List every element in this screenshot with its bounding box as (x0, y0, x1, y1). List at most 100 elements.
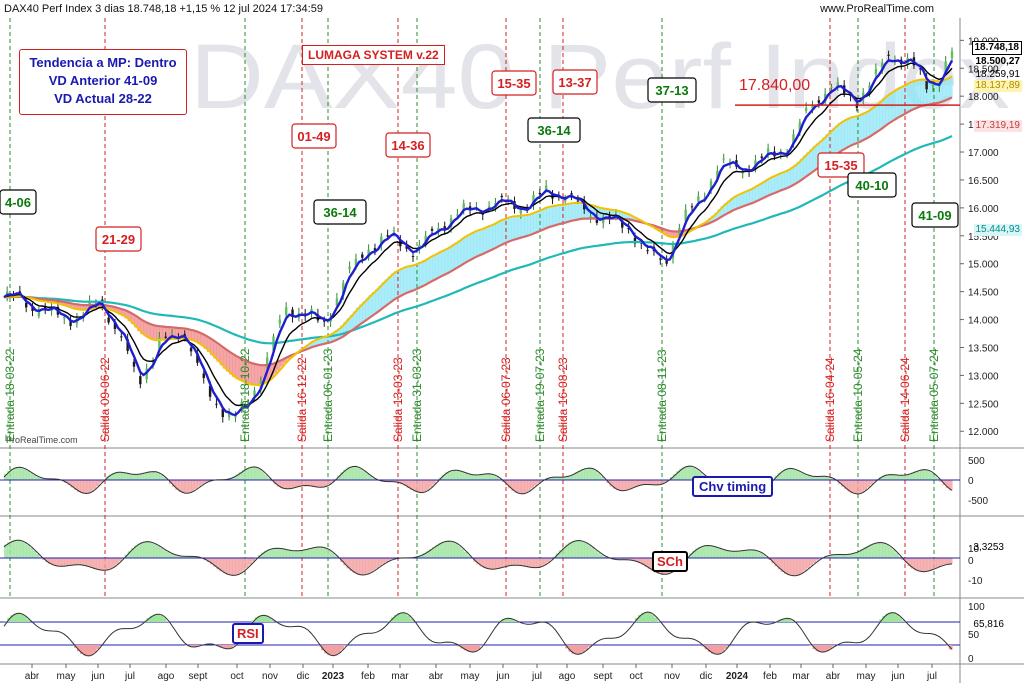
count-box (552, 69, 598, 95)
cloud-segment (222, 349, 227, 369)
chv-timing-fill (444, 472, 449, 480)
chv-timing-fill (191, 480, 195, 491)
candle-body (202, 373, 205, 379)
candle-body (189, 347, 193, 352)
rsi-overbought-fill (257, 615, 262, 622)
rsi-oversold-fill (225, 645, 230, 649)
rsi-oversold-fill (809, 645, 814, 646)
chv-timing-fill (73, 480, 78, 490)
candle-body (690, 206, 694, 208)
cloud-segment (780, 171, 785, 190)
chv-timing-fill (533, 480, 538, 486)
chv-timing-fill (466, 474, 471, 480)
rsi-overbought-fill (780, 618, 785, 622)
cloud-segment (939, 80, 944, 102)
cloud-segment (730, 197, 734, 211)
cloud-segment (536, 210, 541, 232)
candle-body (278, 319, 282, 324)
rsi-oversold-fill (336, 645, 341, 653)
rsi-overbought-fill (647, 612, 652, 622)
rsi-oversold-fill (568, 645, 573, 652)
sch-fill (7, 542, 11, 558)
chv-timing-fill (825, 476, 829, 480)
chv-timing-fill (910, 472, 915, 480)
sch-fill (647, 558, 652, 569)
rsi-overbought-fill (254, 617, 259, 622)
cloud-segment (99, 304, 103, 308)
cloud-segment (574, 202, 579, 220)
rsi-overbought-fill (885, 613, 890, 622)
candle-body (931, 83, 935, 88)
cloud-segment (276, 360, 281, 371)
sch-fill (48, 558, 53, 565)
sch-fill (825, 555, 829, 558)
cloud-segment (57, 301, 62, 305)
candle-body (120, 336, 123, 338)
candle-body (792, 134, 795, 144)
chv-timing-fill (663, 480, 668, 483)
chv-timing-fill (562, 476, 566, 480)
cloud-segment (352, 311, 357, 328)
rsi-overbought-fill (882, 615, 887, 622)
sch-fill (815, 558, 820, 561)
cloud-segment (368, 294, 373, 317)
sch-fill (251, 558, 256, 562)
candle-body (602, 216, 605, 224)
count-label: 36-14 (537, 123, 571, 138)
cloud-segment (844, 119, 848, 148)
cloud-segment (267, 364, 271, 380)
sch-fill (432, 546, 436, 558)
signal-label: Salida 09-06-22 (98, 357, 112, 442)
cloud-segment (460, 238, 465, 264)
candle-body (722, 158, 725, 160)
chv-timing-fill (38, 477, 43, 480)
cloud-segment (581, 203, 585, 219)
candle-body (430, 228, 434, 231)
chv-timing-fill (653, 480, 658, 485)
level-17840-label: 17.840,00 (739, 77, 811, 94)
cloud-segment (663, 230, 668, 236)
rsi-overbought-fill (10, 615, 15, 622)
chv-timing-fill (587, 468, 592, 480)
cloud-segment (321, 337, 325, 344)
chv-timing-fill (527, 480, 531, 491)
sch-fill (619, 558, 623, 560)
cloud-segment (124, 311, 129, 319)
rsi-oversold-fill (704, 645, 709, 650)
cloud-segment (153, 325, 157, 341)
sch-fill (143, 541, 148, 558)
sch-fill (99, 558, 103, 571)
cloud-segment (184, 329, 189, 339)
sch-fill (263, 550, 268, 558)
price-tag-6: 15.444,93 (973, 224, 1022, 236)
sch-fill (612, 558, 617, 560)
sch-fill (688, 553, 693, 558)
sch-fill (51, 558, 56, 566)
candle-body (887, 54, 890, 56)
cloud-segment (374, 288, 379, 312)
cloud-segment (923, 80, 928, 105)
sch-fill (755, 551, 760, 558)
chv-timing-fill (352, 466, 357, 480)
sch-fill (584, 543, 588, 558)
rsi-oversold-fill (577, 645, 582, 654)
sch-fill (853, 552, 858, 558)
sch-fill (562, 547, 566, 558)
chv-timing-fill (844, 480, 848, 490)
count-box (313, 199, 367, 225)
chv-timing-fill (124, 473, 129, 480)
rsi-oversold-fill (222, 645, 227, 649)
x-tick-label: jul (531, 671, 542, 682)
sch-fill (279, 548, 284, 558)
chv-timing-fill (774, 475, 779, 480)
cloud-segment (127, 312, 132, 322)
ma-cyan-line (3, 135, 953, 345)
rsi-oversold-fill (89, 645, 94, 655)
candle-body (208, 385, 212, 397)
chv-timing-fill (641, 480, 646, 485)
sch-fill (260, 552, 265, 558)
sch-fill (321, 547, 325, 558)
sch-fill (590, 547, 595, 558)
rsi-oversold-fill (95, 645, 100, 649)
sch-fill (894, 553, 899, 558)
